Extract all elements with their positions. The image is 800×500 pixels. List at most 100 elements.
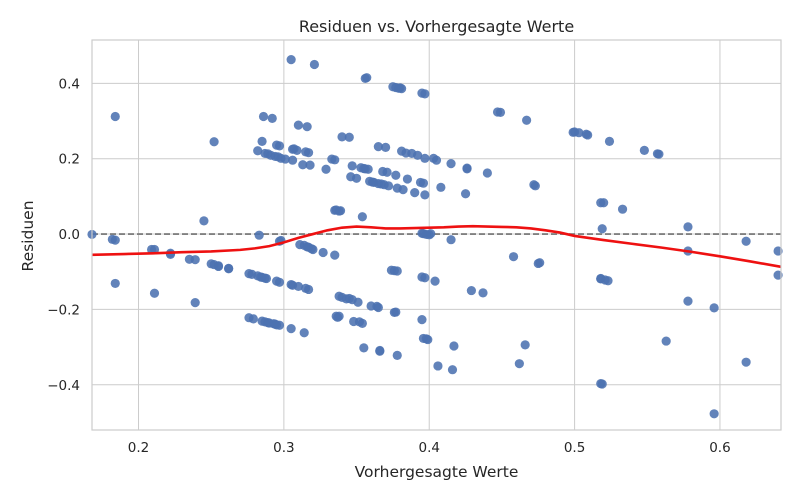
data-point	[597, 379, 607, 389]
data-point	[359, 343, 369, 353]
data-point	[362, 73, 372, 83]
data-point	[597, 224, 607, 234]
data-point	[508, 252, 519, 262]
data-point	[363, 164, 373, 174]
y-tick-label: 0.2	[59, 152, 80, 168]
data-point	[353, 297, 363, 307]
data-point	[392, 266, 402, 276]
data-point	[274, 141, 285, 151]
data-point	[402, 174, 413, 184]
chart-title: Residuen vs. Vorhergesagte Werte	[299, 17, 574, 36]
data-point	[382, 167, 392, 177]
data-point	[683, 222, 693, 232]
data-point	[293, 120, 304, 130]
data-point	[460, 189, 471, 199]
data-point	[199, 216, 209, 226]
data-point	[741, 357, 751, 367]
data-point	[391, 307, 401, 317]
data-point	[397, 84, 407, 94]
axes-frame	[91, 39, 782, 431]
x-tick-label: 0.4	[418, 440, 439, 456]
data-point	[357, 318, 367, 328]
data-point	[253, 146, 263, 156]
data-point	[430, 276, 440, 286]
y-tick-label: −0.4	[47, 378, 80, 394]
data-point	[514, 359, 524, 369]
data-point	[661, 336, 671, 346]
data-point	[373, 142, 383, 152]
data-point	[149, 244, 160, 255]
data-point	[709, 409, 719, 419]
data-point	[213, 261, 224, 272]
data-point	[709, 303, 719, 313]
data-point	[286, 324, 296, 334]
data-point	[417, 314, 427, 325]
x-tick-label: 0.2	[128, 440, 149, 456]
data-point	[420, 273, 430, 283]
data-point	[149, 288, 160, 298]
data-point	[418, 178, 429, 188]
data-point	[447, 365, 458, 375]
data-point	[190, 255, 200, 265]
data-point	[110, 111, 120, 122]
data-point	[305, 160, 315, 170]
data-point	[522, 115, 532, 125]
data-point	[209, 137, 219, 147]
data-point	[420, 153, 430, 163]
data-point	[381, 142, 391, 152]
data-point	[330, 250, 340, 260]
data-point	[599, 198, 609, 208]
data-point	[344, 132, 354, 142]
y-tick-label: −0.2	[47, 302, 80, 318]
data-point	[466, 285, 476, 296]
data-point	[773, 246, 783, 256]
data-point	[303, 148, 314, 158]
data-point	[309, 59, 319, 70]
data-point	[639, 145, 649, 156]
data-point	[190, 298, 200, 308]
data-point	[446, 235, 456, 245]
data-point	[254, 230, 264, 240]
data-point	[110, 235, 120, 245]
data-point	[347, 161, 357, 171]
data-point	[357, 212, 367, 222]
data-point	[257, 136, 267, 146]
data-point	[293, 281, 304, 292]
data-point	[261, 273, 272, 284]
data-point	[334, 311, 344, 321]
data-point	[495, 107, 506, 117]
x-axis-title: Vorhergesagte Werte	[355, 463, 519, 481]
data-point	[426, 229, 436, 239]
data-point	[335, 206, 346, 216]
data-point	[391, 170, 401, 180]
data-point	[308, 244, 318, 255]
data-point	[410, 188, 420, 198]
data-point	[462, 164, 472, 174]
data-point	[383, 181, 394, 191]
data-point	[482, 168, 492, 178]
data-point	[520, 340, 530, 350]
data-point	[392, 350, 402, 360]
data-point	[267, 113, 277, 123]
data-point	[258, 111, 269, 122]
data-point	[274, 320, 285, 330]
data-point	[603, 276, 613, 286]
data-point	[248, 314, 258, 324]
data-points	[87, 54, 783, 419]
data-point	[530, 181, 540, 191]
data-point	[318, 247, 328, 258]
data-point	[299, 328, 309, 338]
data-point	[604, 136, 615, 146]
data-point	[274, 277, 285, 287]
y-tick-labels: −0.4 −0.2 0.0 0.2 0.4	[47, 76, 80, 393]
data-point	[683, 296, 693, 306]
data-point	[286, 54, 296, 65]
data-point	[375, 346, 385, 356]
data-point	[373, 302, 383, 313]
data-point	[321, 164, 331, 174]
data-point	[224, 264, 234, 274]
data-point	[413, 150, 423, 160]
data-point	[431, 155, 442, 165]
